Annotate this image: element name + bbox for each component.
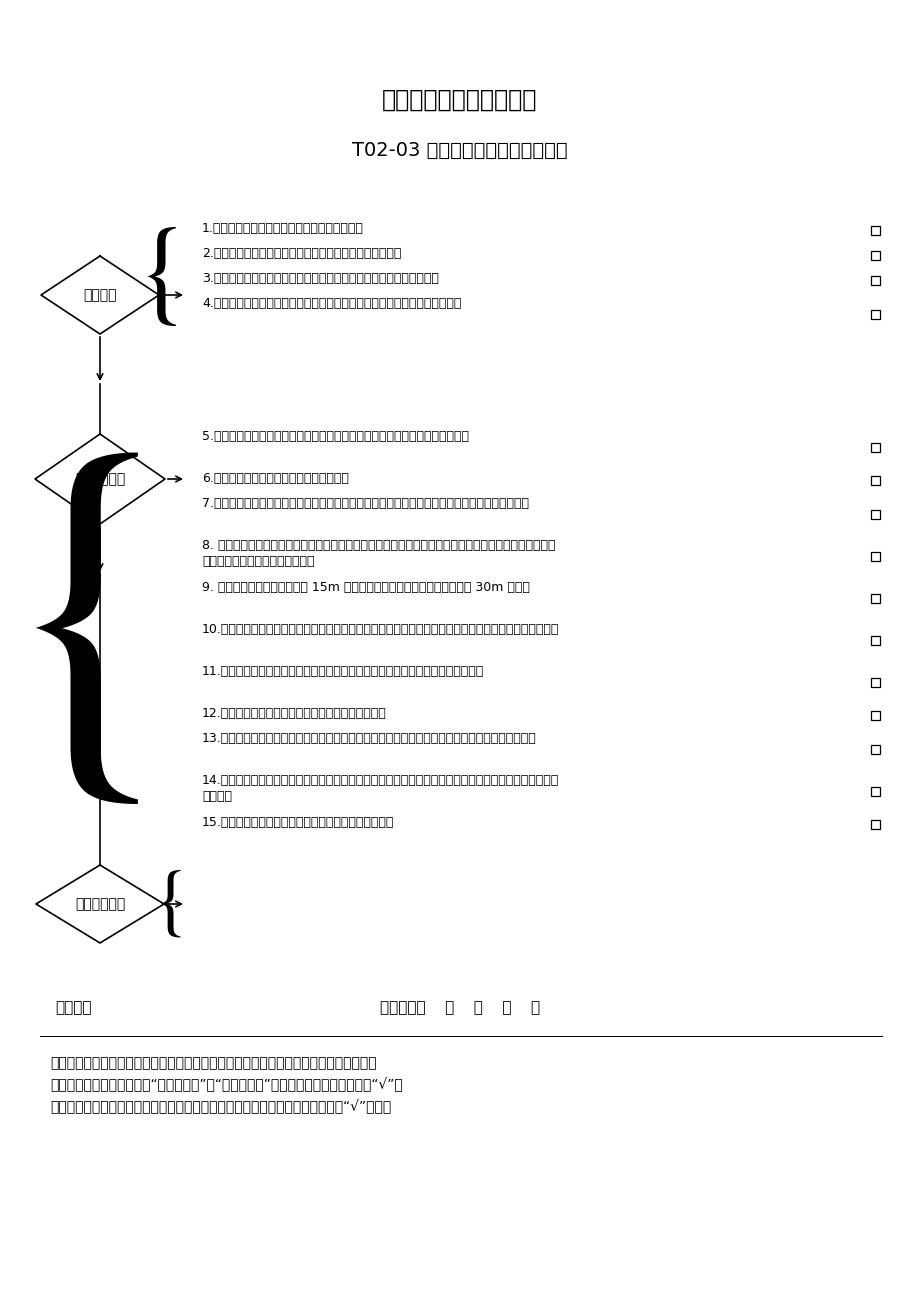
- Bar: [870, 443, 879, 452]
- Text: 施工准备: 施工准备: [83, 288, 117, 302]
- Polygon shape: [41, 256, 159, 335]
- Text: 4.夯机应按性能要求使用，施工前专职安全员与机组人员共同检查设备情况。: 4.夯机应按性能要求使用，施工前专职安全员与机组人员共同检查设备情况。: [202, 297, 460, 310]
- Bar: [870, 227, 879, 234]
- Bar: [870, 251, 879, 260]
- Bar: [870, 711, 879, 720]
- Text: 6.使用夯打操作工艺时，严禁夯击电缆线。: 6.使用夯打操作工艺时，严禁夯击电缆线。: [202, 473, 348, 486]
- Bar: [870, 786, 879, 796]
- Polygon shape: [35, 434, 165, 523]
- Text: 变电工程风险作业控制卡: 变电工程风险作业控制卡: [382, 89, 537, 112]
- Bar: [870, 820, 879, 829]
- Bar: [870, 310, 879, 319]
- Text: T02-03 地基强夯施工作业风险控制: T02-03 地基强夯施工作业风险控制: [352, 141, 567, 160]
- Text: 1.确认作业必备条件及班前会检查内容是否落实: 1.确认作业必备条件及班前会检查内容是否落实: [202, 223, 364, 234]
- Text: {: {: [0, 450, 190, 819]
- Text: 3.强夯前应清除场地上空和地下障碍物，严禁在高压输电线路下作业。: 3.强夯前应清除场地上空和地下障碍物，严禁在高压输电线路下作业。: [202, 272, 438, 285]
- Bar: [870, 745, 879, 754]
- Bar: [870, 635, 879, 644]
- Bar: [870, 677, 879, 686]
- Text: 方可作业。每天检查的项目后的打勾框应按照检查次数设，并将检查日期标注在“√”上方。: 方可作业。每天检查的项目后的打勾框应按照检查次数设，并将检查日期标注在“√”上方…: [50, 1100, 391, 1115]
- Text: 11.驾驶人员应戴防护眼镜，预防落锤弹起砂石，击碎驾驶室玻璃伤害驾驶员眼睛。: 11.驾驶人员应戴防护眼镜，预防落锤弹起砂石，击碎驾驶室玻璃伤害驾驶员眼睛。: [202, 665, 483, 678]
- Text: 施工过程控制: 施工过程控制: [74, 473, 125, 486]
- Text: 12.专职安全员、维修工定期每班进行设备运转检查。: 12.专职安全员、维修工定期每班进行设备运转检查。: [202, 707, 386, 720]
- Text: 5.粉化石灰、石灰过筛及使用水泥的操作人员，必须配戴口罩、眼镜、手套等。: 5.粉化石灰、石灰过筛及使用水泥的操作人员，必须配戴口罩、眼镜、手套等。: [202, 430, 469, 443]
- Text: 2.检查作业现场是否按施工方案要求落实各项安全防范措施: 2.检查作业现场是否按施工方案要求落实各项安全防范措施: [202, 247, 401, 260]
- Text: {: {: [135, 228, 190, 331]
- Text: 7.每天开机前，必须检查吊锤机械各部位是否正常及钢线绳有无磨损等情况，发现问题及时处理。: 7.每天开机前，必须检查吊锤机械各部位是否正常及钢线绳有无磨损等情况，发现问题及…: [202, 497, 528, 510]
- Text: 13.强夯作业必须有专人统一指挥，指挥人员信号要明确，不能模棱两可，吊车司机按信号进行操作: 13.强夯作业必须有专人统一指挥，指挥人员信号要明确，不能模棱两可，吊车司机按信…: [202, 732, 536, 745]
- Bar: [870, 276, 879, 285]
- Text: 填表说明：三级及以上作业风险应参照此示例编制风险作业控制卡。参加现场监督检查的: 填表说明：三级及以上作业风险应参照此示例编制风险作业控制卡。参加现场监督检查的: [50, 1056, 376, 1070]
- Bar: [870, 477, 879, 486]
- Text: 14.施工区域周围设置明显的隔离标志和警示标志，并安排专职安全人员不间断巡查，闲杂人员严禁进入施
工区域。: 14.施工区域周围设置明显的隔离标志和警示标志，并安排专职安全人员不间断巡查，闲…: [202, 773, 559, 803]
- Text: 补充安全措施: 补充安全措施: [74, 897, 125, 911]
- Bar: [870, 594, 879, 603]
- Text: 完工时间：    年    月    日    时: 完工时间： 年 月 日 时: [380, 1000, 539, 1016]
- Text: 15.夜间无足够照明时不能施工，雨季施工有防雷措施。: 15.夜间无足够照明时不能施工，雨季施工有防雷措施。: [202, 816, 394, 829]
- Text: 参建单位人员应签名。表中“作业前检查”、“风险控制卡”应由检查人逐项落实确认打“√”后: 参建单位人员应签名。表中“作业前检查”、“风险控制卡”应由检查人逐项落实确认打“…: [50, 1078, 403, 1092]
- Text: 8. 吊锤机械停稳并对好坑位后方可进行强夯作业，起吊夯锤时速度应均匀，夯锤或挂钩不得碰吊臂，应在
适当位置挂废汽车外胎加以保护。: 8. 吊锤机械停稳并对好坑位后方可进行强夯作业，起吊夯锤时速度应均匀，夯锤或挂钩…: [202, 539, 555, 568]
- Polygon shape: [36, 865, 164, 943]
- Text: 10.干燥天气作业，可在夯击点附近洒水降尘。吊锤机械驾驶室前面宜在不影响视线的前提下设置防护罩。: 10.干燥天气作业，可在夯击点附近洒水降尘。吊锤机械驾驶室前面宜在不影响视线的前…: [202, 622, 559, 635]
- Bar: [870, 509, 879, 518]
- Text: {: {: [152, 868, 190, 939]
- Text: 检查人：: 检查人：: [55, 1000, 91, 1016]
- Text: 9. 夯锤起吊后，吊臂和夯锤下 15m 内不得站人。非工作人员应远离夯击点 30m 以外。: 9. 夯锤起吊后，吊臂和夯锤下 15m 内不得站人。非工作人员应远离夯击点 30…: [202, 581, 529, 594]
- Bar: [870, 552, 879, 560]
